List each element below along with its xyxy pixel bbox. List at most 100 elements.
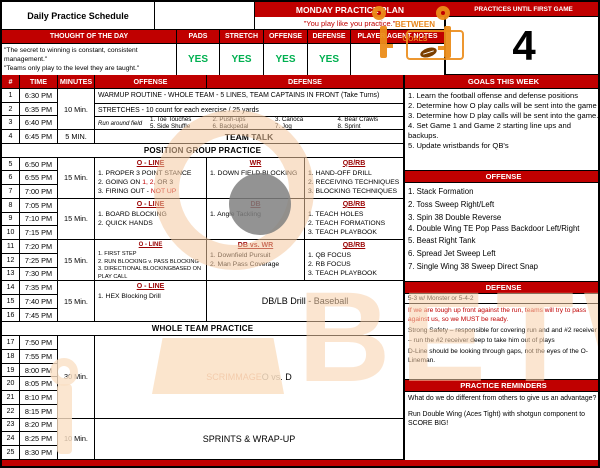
warmup-exercises: Run around field 1. Toe Touches 2. Push-…	[95, 116, 403, 130]
goal-item: 4. Set Game 1 and Game 2 starting line u…	[408, 121, 571, 140]
scrimmage-cell: SCRIMMAGE O vs. D	[95, 336, 404, 419]
row-num: 13	[2, 267, 20, 282]
exercise-grid: 1. Toe Touches 2. Push-ups 3. Carioca 4.…	[150, 116, 400, 131]
reminder-item: What do we do different from others to g…	[408, 395, 597, 402]
offense-item: 6. Spread Jet Sweep Left	[408, 249, 496, 258]
oline-header: O - LINE	[136, 159, 165, 167]
reminders-section-header: PRACTICE REMINDERS	[405, 380, 598, 392]
warmup-block: WARMUP ROUTINE - WHOLE TEAM - 5 LINES, T…	[95, 89, 404, 131]
row-num: 17	[2, 336, 20, 350]
row-time: 7:00 PM	[20, 185, 58, 199]
drill-item: 2. RECEIVING TECHNIQUES	[308, 178, 400, 186]
schedule-table: 1 6:30 PM 2 6:35 PM 3 6:40 PM 4 6:45 PM …	[2, 89, 404, 460]
defense-note: D-Line should be looking through gaps, n…	[408, 347, 588, 365]
row-num: 8	[2, 198, 20, 213]
row-time: 7:50 PM	[20, 336, 58, 350]
row-time: 6:45 PM	[20, 130, 58, 144]
drill-item: 3. BLOCKING TECHNIQUES	[308, 187, 398, 195]
drill-item: 2. TEACH FORMATIONS	[308, 219, 386, 227]
oline-header: O - LINE	[138, 242, 163, 249]
db-vs-wr-header: DB vs. WR	[237, 242, 274, 250]
row-num: 12	[2, 253, 20, 268]
row-time: 8:25 PM	[20, 432, 58, 447]
sprints-cell: SPRINTS & WRAP-UP	[95, 418, 404, 460]
row-num: 6	[2, 171, 20, 186]
plan-quote: "You play like you practice."	[255, 17, 445, 30]
drill-item: 1. PROPER 3 POINT STANCE	[98, 169, 192, 177]
defense-yes: YES	[308, 44, 351, 76]
row-time: 7:45 PM	[20, 308, 58, 323]
row-num: 2	[2, 102, 20, 117]
row-time: 8:00 PM	[20, 363, 58, 378]
row-time: 6:50 PM	[20, 157, 58, 172]
stretch-column-label: STRETCH	[220, 30, 264, 44]
whole-team-band: WHOLE TEAM PRACTICE	[2, 322, 404, 337]
drill-item: 1. Downfield Pursuit	[210, 252, 271, 260]
exercise: 8. Sprint	[337, 122, 361, 130]
row-num: 15	[2, 295, 20, 309]
offense-item: 2. Toss Sweep Right/Left	[408, 200, 495, 209]
minutes-cell: 5 MIN.	[58, 130, 95, 144]
col-header-defense: DEFENSE	[207, 75, 404, 89]
offense-item: 7. Single Wing 38 Sweep Direct Snap	[408, 262, 539, 271]
db-header: DB	[250, 200, 261, 208]
thought-header-row: THOUGHT OF THE DAY PADS STRETCH OFFENSE …	[2, 30, 445, 44]
oline-cell-4: O - LINE 1. HEX Blocking Drill	[95, 281, 207, 323]
thought-quote-line2: "Teams only play to the level they are t…	[4, 65, 140, 72]
scrimmage-label: SCRIMMAGE	[206, 371, 262, 382]
col-header-minutes: MINUTES	[58, 75, 95, 89]
db-cell: DB 1. Angle Tackling	[207, 198, 305, 241]
oline-header: O - LINE	[136, 200, 165, 208]
oline-header: O - LINE	[136, 283, 165, 291]
row-time: 6:35 PM	[20, 102, 58, 117]
row-num: 18	[2, 349, 20, 364]
row-num: 21	[2, 391, 20, 405]
row-time: 8:30 PM	[20, 446, 58, 460]
empty-header-cell	[155, 2, 255, 30]
wr-cell: WR 1. DOWN FIELD BLOCKING	[207, 157, 305, 199]
thought-of-day-label: THOUGHT OF THE DAY	[2, 30, 177, 44]
drill-item: 1. BOARD BLOCKING	[98, 210, 167, 218]
qbrb-cell-3: QB/RB 1. QB FOCUS 2. RB FOCUS 3. TEACH P…	[305, 240, 404, 282]
row-num: 1	[2, 89, 20, 103]
drill-item: 2. Man Pass Coverage	[210, 261, 280, 269]
drill-item: 3. DIRECTIONAL BLOCKINGBASED ON PLAY CAL…	[98, 266, 201, 280]
footer-bar	[2, 460, 598, 466]
row-time: 6:55 PM	[20, 171, 58, 186]
row-time: 7:15 PM	[20, 226, 58, 241]
practices-until-value: 4	[445, 17, 598, 75]
row-num: 20	[2, 377, 20, 392]
row-num: 24	[2, 432, 20, 447]
row-num: 5	[2, 157, 20, 172]
position-group-band: POSITION GROUP PRACTICE	[2, 143, 404, 158]
row-num: 22	[2, 404, 20, 419]
row-time: 7:20 PM	[20, 240, 58, 254]
offense-item: 4. Double Wing TE Pop Pass Backdoor Left…	[408, 224, 580, 233]
reminder-item: Run Double Wing (Aces Tight) with shotgu…	[408, 410, 585, 428]
minutes-cell: 15 Min.	[58, 198, 95, 241]
row-num: 7	[2, 185, 20, 199]
row-num: 16	[2, 308, 20, 323]
drill-item: 2. RUN BLOCKING v. PASS BLOCKING	[98, 258, 199, 265]
row-time: 8:10 PM	[20, 391, 58, 405]
drill-item: 1. HEX Blocking Drill	[98, 293, 161, 301]
notes-column: GOALS THIS WEEK 1. Learn the football of…	[404, 75, 598, 460]
oline-cell-2: O - LINE 1. BOARD BLOCKING 2. QUICK HAND…	[95, 198, 207, 241]
row-num: 3	[2, 116, 20, 131]
sheet-title: Daily Practice Schedule	[2, 2, 155, 30]
offense-column-label: OFFENSE	[264, 30, 308, 44]
row-num: 23	[2, 418, 20, 433]
row-time: 7:25 PM	[20, 253, 58, 268]
drill-item: 2. GOING ON 1, 2, OR 3	[98, 178, 174, 186]
warmup-line2: STRETCHES - 10 count for each exercise /…	[95, 102, 403, 117]
thought-content-row: "The secret to winning is constant, cons…	[2, 44, 445, 76]
row-num: 9	[2, 212, 20, 227]
qbrb-cell-1: QB/RB 1. HAND-OFF DRILL 2. RECEIVING TEC…	[305, 157, 404, 199]
row-num: 25	[2, 446, 20, 460]
drill-item: 1. QB FOCUS	[308, 252, 352, 260]
col-header-offense: OFFENSE	[95, 75, 207, 89]
warmup-line1: WARMUP ROUTINE - WHOLE TEAM - 5 LINES, T…	[98, 92, 380, 100]
goals-list: 1. Learn the football offense and defens…	[405, 89, 598, 171]
reminders-notes: What do we do different from others to g…	[405, 392, 598, 460]
